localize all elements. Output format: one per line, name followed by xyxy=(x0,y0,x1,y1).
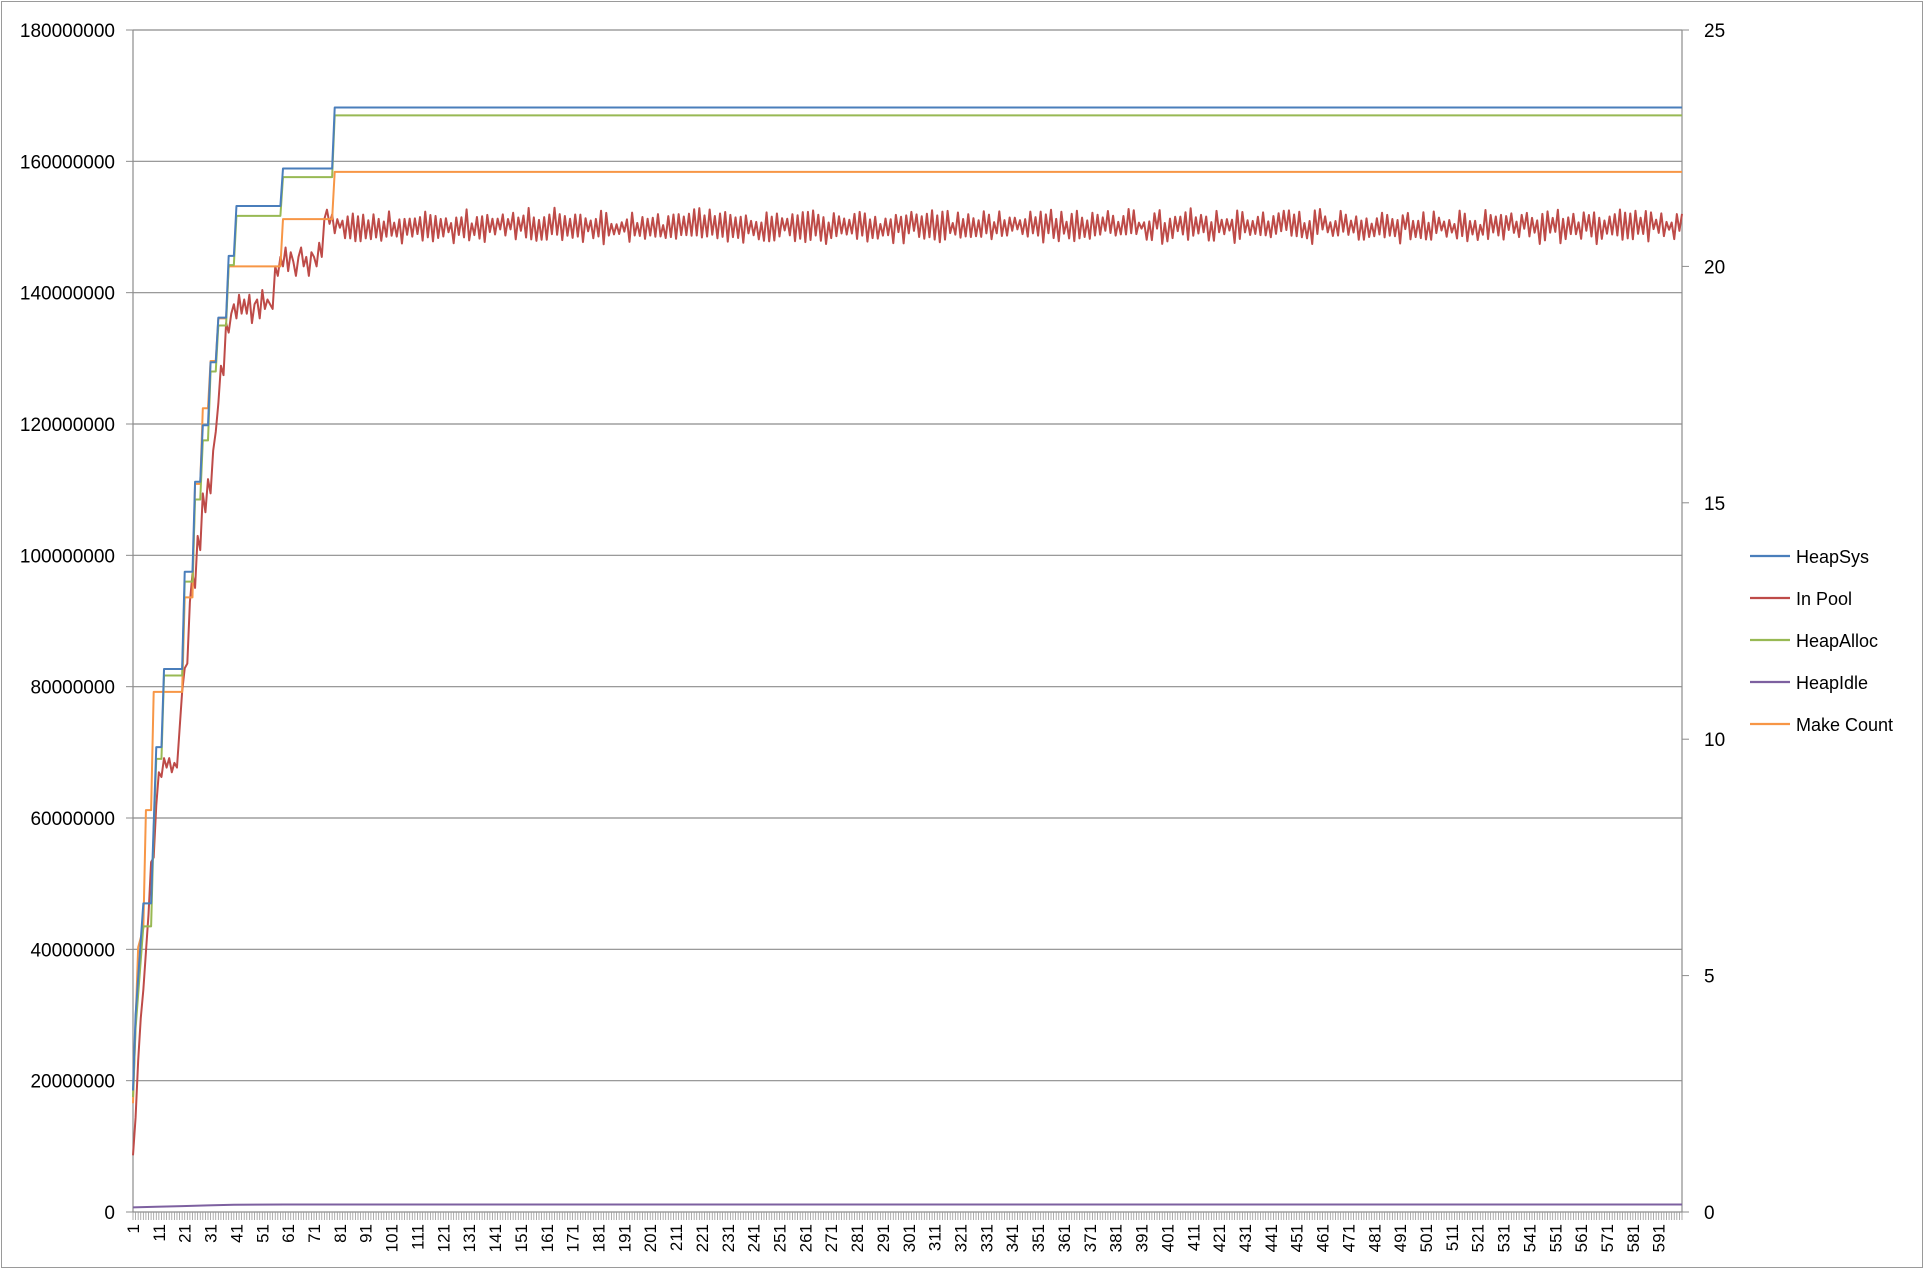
x-tick-label: 271 xyxy=(822,1224,841,1252)
x-tick-label: 281 xyxy=(848,1224,867,1252)
series-lines xyxy=(132,106,1683,1209)
x-tick-label: 501 xyxy=(1417,1224,1436,1252)
x-tick-label: 421 xyxy=(1210,1224,1229,1252)
x-tick-label: 551 xyxy=(1546,1224,1565,1252)
x-tick-label: 181 xyxy=(589,1224,608,1252)
legend-label: In Pool xyxy=(1796,589,1852,609)
legend-label: HeapSys xyxy=(1796,547,1869,567)
x-tick-label: 31 xyxy=(202,1224,221,1243)
x-tick-label: 461 xyxy=(1314,1224,1333,1252)
x-tick-label: 391 xyxy=(1133,1224,1152,1252)
x-tick-label: 171 xyxy=(564,1224,583,1252)
x-tick-label: 541 xyxy=(1520,1224,1539,1252)
x-tick-label: 361 xyxy=(1055,1224,1074,1252)
series-line-make-count xyxy=(132,170,1682,1104)
left-y-tick-label: 0 xyxy=(104,1203,115,1224)
x-tick-label: 331 xyxy=(977,1224,996,1252)
x-tick-label: 71 xyxy=(305,1224,324,1243)
left-y-tick-label: 60000000 xyxy=(30,809,115,830)
right-y-tick-label: 5 xyxy=(1704,967,1715,988)
x-tick-label: 311 xyxy=(926,1224,945,1251)
left-y-tick-label: 160000000 xyxy=(20,152,115,173)
x-tick-label: 561 xyxy=(1572,1224,1591,1252)
left-y-tick-label: 120000000 xyxy=(20,415,115,436)
x-tick-label: 191 xyxy=(615,1224,634,1252)
x-tick-label: 131 xyxy=(460,1224,479,1252)
x-tick-label: 531 xyxy=(1495,1224,1514,1252)
x-tick-label: 451 xyxy=(1288,1224,1307,1252)
legend-label: HeapAlloc xyxy=(1796,631,1878,651)
right-y-tick-label: 0 xyxy=(1704,1203,1715,1224)
x-tick-label: 231 xyxy=(719,1224,738,1252)
x-tick-label: 521 xyxy=(1469,1224,1488,1252)
x-tick-label: 111 xyxy=(408,1224,427,1250)
left-y-tick-label: 100000000 xyxy=(20,546,115,567)
series-line-heapsys xyxy=(132,106,1682,1091)
series-line-heapidle xyxy=(132,1203,1682,1209)
right-y-tick-label: 15 xyxy=(1704,494,1725,515)
x-tick-label: 161 xyxy=(538,1224,557,1252)
x-tick-label: 101 xyxy=(383,1224,402,1252)
left-y-tick-label: 140000000 xyxy=(20,284,115,305)
x-tick-label: 261 xyxy=(796,1224,815,1252)
x-tick-label: 241 xyxy=(745,1224,764,1252)
x-tick-label: 401 xyxy=(1158,1224,1177,1252)
x-tick-label: 11 xyxy=(150,1224,169,1242)
x-tick-label: 441 xyxy=(1262,1224,1281,1252)
left-y-axis-tick-labels: 0 20000000 40000000 60000000 80000000 1000000… xyxy=(20,21,115,1224)
x-tick-label: 321 xyxy=(952,1224,971,1252)
x-tick-label: 251 xyxy=(770,1224,789,1252)
x-tick-label: 481 xyxy=(1365,1224,1384,1252)
left-y-tick-label: 20000000 xyxy=(30,1072,115,1093)
left-y-tick-label: 40000000 xyxy=(30,940,115,961)
left-y-tick-label: 180000000 xyxy=(20,21,115,42)
x-tick-label: 511 xyxy=(1443,1224,1462,1251)
x-tick-label: 491 xyxy=(1391,1224,1410,1252)
x-tick-label: 81 xyxy=(331,1224,350,1243)
x-tick-label: 431 xyxy=(1236,1224,1255,1252)
right-y-tick-label: 10 xyxy=(1704,730,1725,751)
x-tick-label: 91 xyxy=(357,1224,376,1243)
x-tick-label: 201 xyxy=(641,1224,660,1252)
x-tick-label: 121 xyxy=(434,1224,453,1252)
left-y-tick-label: 80000000 xyxy=(30,678,115,699)
x-tick-label: 371 xyxy=(1081,1224,1100,1252)
series-line-in-pool xyxy=(132,206,1683,1156)
legend-label: HeapIdle xyxy=(1796,673,1868,693)
x-tick-label: 1 xyxy=(124,1224,143,1233)
x-tick-label: 291 xyxy=(874,1224,893,1252)
x-tick-label: 591 xyxy=(1650,1224,1669,1252)
x-tick-label: 141 xyxy=(486,1224,505,1252)
right-y-tick-label: 20 xyxy=(1704,257,1725,278)
gridlines xyxy=(133,29,1682,1082)
x-tick-label: 51 xyxy=(253,1224,272,1243)
x-tick-label: 221 xyxy=(693,1224,712,1252)
x-tick-label: 151 xyxy=(512,1224,531,1252)
x-tick-label: 61 xyxy=(279,1224,298,1243)
x-tick-label: 381 xyxy=(1107,1224,1126,1252)
x-tick-label: 351 xyxy=(1029,1224,1048,1252)
x-tick-marks xyxy=(132,1212,1683,1220)
x-tick-label: 301 xyxy=(900,1224,919,1252)
x-tick-label: 411 xyxy=(1184,1224,1203,1251)
legend-label: Make Count xyxy=(1796,715,1893,735)
right-y-axis-tick-labels: 0 5 10 15 20 25 xyxy=(1704,21,1725,1224)
legend: HeapSys In Pool HeapAlloc HeapIdle Make Coun… xyxy=(1750,547,1893,735)
x-tick-label: 41 xyxy=(227,1224,246,1243)
x-tick-label: 581 xyxy=(1624,1224,1643,1252)
x-tick-label: 471 xyxy=(1339,1224,1358,1252)
right-y-tick-label: 25 xyxy=(1704,21,1725,42)
x-tick-label: 341 xyxy=(1003,1224,1022,1252)
x-tick-label: 21 xyxy=(176,1224,195,1243)
x-tick-label: 571 xyxy=(1598,1224,1617,1252)
axes xyxy=(126,29,1689,1220)
x-axis-tick-labels: 1 11 21 31 41 51 61 71 81 91 101 111 121 131 141 151 161… xyxy=(124,1224,1669,1252)
x-tick-label: 211 xyxy=(667,1224,686,1251)
